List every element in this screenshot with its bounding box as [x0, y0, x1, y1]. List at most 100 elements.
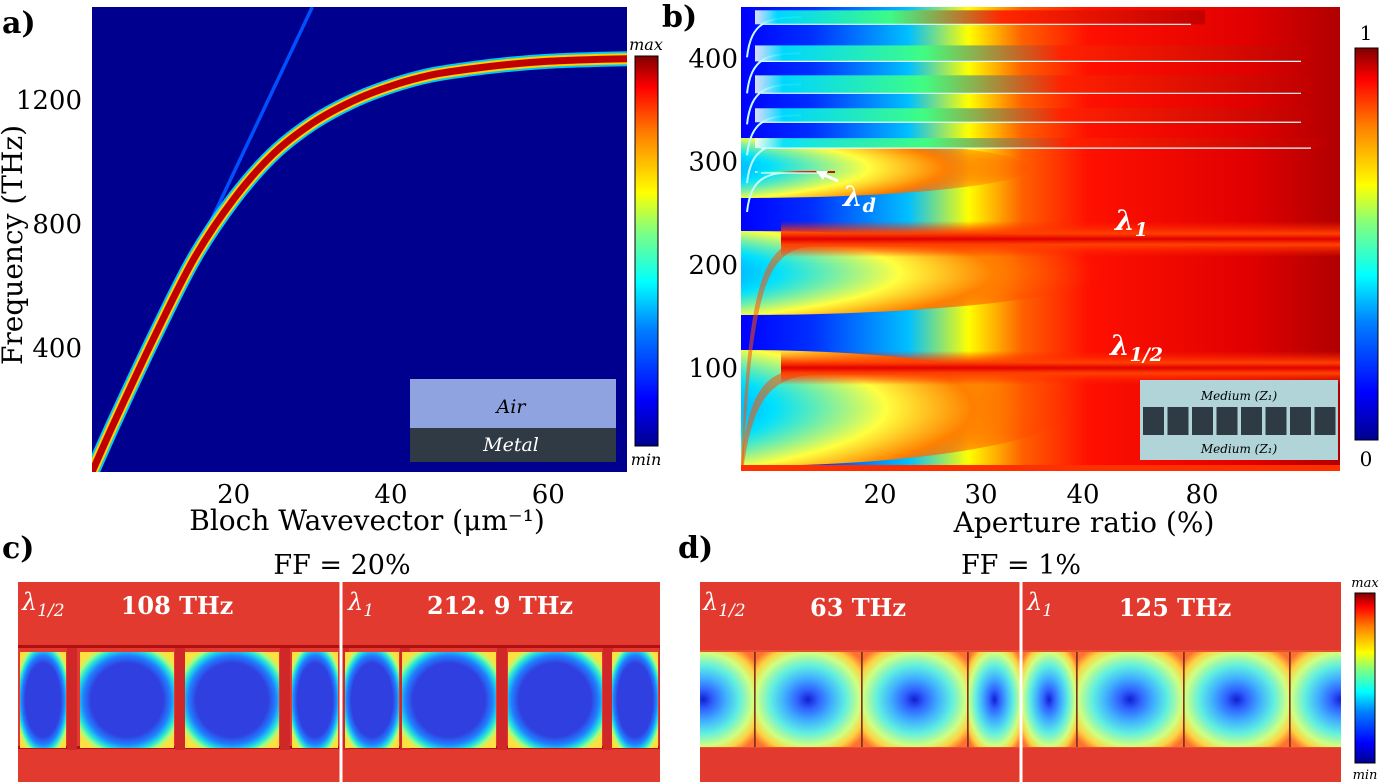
lambda-d-arrowhead	[816, 171, 828, 180]
lambda-1-symbol: λ	[1114, 204, 1135, 237]
inset-blocks	[1143, 407, 1336, 435]
field-gap	[603, 648, 613, 750]
panel-a-colorbar-max: max	[629, 35, 663, 54]
panel-d-fieldmap	[700, 582, 1341, 782]
field-cell	[20, 652, 66, 748]
panel-d-colorbar-max: max	[1351, 576, 1379, 591]
lambda-half-symbol: λ	[1109, 329, 1130, 362]
panel-c-left-freq: 108 THz	[121, 591, 234, 620]
field-cell	[1077, 652, 1183, 747]
field-gap	[659, 648, 660, 750]
inset-block	[1265, 407, 1287, 435]
metal-layer	[410, 428, 616, 462]
panel-a-xtick-label: 60	[532, 480, 565, 510]
panel-a-y-ticks: 400 800 1200	[16, 86, 82, 364]
panel-b-xtick-label: 80	[1185, 480, 1218, 510]
field-cell	[1022, 652, 1076, 747]
inset-top-medium-label: Medium (Z₁)	[1200, 389, 1278, 403]
panel-a-label: a)	[2, 6, 36, 41]
panel-c-cells	[20, 648, 660, 750]
field-cell	[755, 652, 861, 747]
panel-a-xlabel: Bloch Wavevector (μm⁻¹)	[189, 504, 545, 537]
panel-b-ytick-label: 400	[688, 45, 738, 75]
higher-band	[755, 108, 1315, 123]
panel-b-label: b)	[662, 0, 697, 35]
inset-block	[1192, 407, 1213, 435]
field-cell	[1290, 652, 1341, 747]
field-cell	[1184, 652, 1289, 747]
panel-d-cells	[700, 650, 1341, 748]
panel-b-inset: Medium (Z₁) Medium (Z₁)	[1140, 380, 1338, 460]
panel-b-colorbar	[1354, 47, 1379, 441]
higher-band	[755, 10, 1205, 25]
panel-d-left-mode: λ1/2	[702, 588, 746, 621]
panel-b-colorbar-max: 1	[1360, 21, 1373, 45]
air-layer	[410, 379, 616, 428]
higher-band	[755, 170, 835, 173]
panel-b-y-ticks: 100 200 300 400	[688, 45, 738, 384]
band-bottom-edge	[741, 465, 1340, 471]
panel-c-right-mode-symbol: λ	[347, 588, 363, 616]
lambda-d-sub: d	[863, 195, 876, 217]
panel-b-xtick-label: 30	[964, 480, 997, 510]
panel-b-heatmap: Medium (Z₁) Medium (Z₁)	[741, 7, 1340, 471]
inset-block	[1216, 407, 1238, 435]
panel-c-right-mode-sub: 1	[363, 601, 374, 621]
field-gap	[497, 648, 507, 750]
higher-band	[755, 138, 1325, 149]
field-cell	[185, 652, 279, 748]
panel-c-right-freq: 212. 9 THz	[427, 591, 573, 620]
panel-d-label: d)	[678, 531, 713, 566]
panel-b-xlabel: Aperture ratio (%)	[953, 506, 1215, 539]
lambda-d-symbol: λ	[842, 180, 863, 213]
panel-a-xtick-label: 40	[374, 480, 407, 510]
lambda-half-label: λ1/2	[1109, 329, 1163, 366]
panel-b-ytick-label: 200	[688, 251, 738, 281]
panel-d-left-freq: 63 THz	[810, 593, 906, 622]
field-cell	[700, 652, 754, 747]
panel-a-ytick-label: 400	[32, 334, 82, 364]
panel-c-left-mode-symbol: λ	[21, 588, 37, 616]
surface-plasmon-curve	[92, 55, 627, 472]
panel-c-fieldmap	[18, 582, 660, 782]
panel-b-xtick-label: 40	[1066, 480, 1099, 510]
panel-b-higher-bands	[746, 10, 1325, 213]
panel-a-colorbar-min: min	[631, 450, 662, 469]
panel-d-colorbar	[1354, 592, 1376, 764]
panel-c-title: FF = 20%	[273, 550, 410, 581]
higher-band	[755, 45, 1315, 62]
inset-block	[1314, 407, 1336, 435]
field-cell	[862, 652, 967, 747]
panel-b-ytick-label: 300	[688, 148, 738, 178]
field-gap	[67, 648, 77, 750]
field-cell	[508, 652, 602, 748]
panel-b-xtick-label: 20	[863, 480, 896, 510]
panel-c-top-edge	[18, 645, 660, 648]
panel-a-heatmap	[92, 7, 627, 472]
panel-c-left-mode-sub: 1/2	[37, 601, 64, 621]
panel-d-left-mode-sub: 1/2	[718, 601, 745, 621]
panel-d-colorbar-min: min	[1353, 768, 1378, 783]
panel-a-ylabel: Frequency (THz)	[0, 125, 29, 365]
panel-d-right-freq: 125 THz	[1119, 593, 1232, 622]
band-lambda-1	[781, 221, 1340, 257]
panel-a-ytick-label: 800	[32, 210, 82, 240]
panel-a-x-ticks: 20 40 60	[217, 480, 565, 510]
panel-a-inset: Air Metal	[410, 379, 616, 462]
panel-d-title: FF = 1%	[961, 550, 1081, 581]
panel-b-x-ticks: 20 30 40 80	[863, 480, 1218, 510]
panel-d-left-mode-symbol: λ	[702, 588, 718, 616]
field-gap	[175, 648, 185, 750]
field-cell	[968, 652, 1021, 747]
field-cell	[80, 652, 174, 748]
band-lambda-half	[781, 350, 1340, 385]
field-cell	[345, 652, 399, 748]
panel-d-right-mode-symbol: λ	[1026, 588, 1042, 616]
field-gap	[339, 648, 349, 750]
inset-bottom-medium-label: Medium (Z₁)	[1200, 442, 1278, 456]
inset-block	[1167, 407, 1189, 435]
panel-a-ytick-label: 1200	[16, 86, 82, 116]
inset-block	[1143, 407, 1164, 435]
inset-block	[1290, 407, 1311, 435]
panel-b-colorbar-min: 0	[1360, 447, 1373, 471]
